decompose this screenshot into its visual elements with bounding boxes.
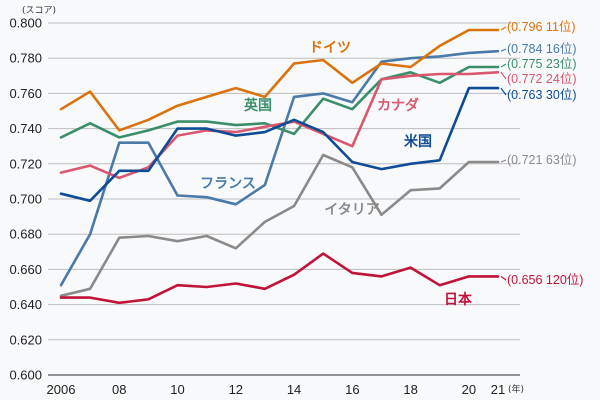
x-tick-label: 2006 (47, 382, 76, 397)
end-label-leader (500, 71, 507, 80)
y-axis-unit-label: (スコア) (22, 6, 56, 16)
y-tick-label: 0.780 (9, 51, 42, 66)
y-tick-label: 0.720 (9, 156, 42, 171)
series-name-label: ドイツ (309, 40, 351, 56)
series-line (59, 49, 500, 287)
series-name-label: イタリア (324, 202, 379, 218)
y-axis-ticks: 0.800 0.780 0.760 0.740 0.720 0.700 0.680 0.660… (9, 16, 42, 383)
y-tick-label: 0.800 (9, 16, 42, 31)
x-tick-label: 12 (229, 382, 243, 397)
series-name-label: 日本 (444, 291, 473, 308)
x-axis-ticks: 2006 08 10 12 14 16 18 20 21 (47, 382, 506, 397)
end-value-label: (0.656 120位) (507, 272, 583, 287)
x-tick-label: 21 (491, 382, 505, 397)
series-name-label: 米国 (404, 133, 432, 150)
y-tick-label: 0.660 (9, 262, 42, 277)
x-tick-label: 16 (345, 382, 359, 397)
series-line (59, 71, 500, 180)
x-tick-label: 20 (462, 382, 476, 397)
x-tick-label: 08 (112, 382, 126, 397)
series-lines (59, 28, 500, 305)
end-label-leader (500, 159, 507, 163)
end-label-leader (500, 26, 507, 31)
end-labels: (0.796 11位) (0.784 16位)(0.775 23位)(0.772 … (500, 19, 583, 287)
y-tick-label: 0.640 (9, 297, 42, 312)
y-tick-label: 0.620 (9, 332, 42, 347)
series-line (59, 153, 500, 298)
end-value-label: (0.775 23位) (507, 56, 576, 71)
series-line (59, 65, 500, 139)
series-line (59, 252, 500, 305)
y-tick-label: 0.740 (9, 121, 42, 136)
end-label-leader (500, 87, 507, 96)
y-tick-label: 0.760 (9, 86, 42, 101)
series-name-label: フランス (200, 176, 256, 192)
gridlines (48, 22, 520, 376)
end-value-label: (0.796 11位) (507, 19, 576, 34)
end-label-leader (500, 275, 507, 281)
series-line (59, 28, 500, 132)
x-tick-label: 14 (287, 382, 301, 397)
y-tick-label: 0.600 (9, 368, 42, 383)
end-value-label: (0.721 63位) (507, 152, 576, 167)
end-value-label: (0.772 24位) (507, 71, 576, 86)
end-value-label: (0.784 16位) (507, 41, 576, 56)
y-tick-label: 0.680 (9, 227, 42, 242)
y-tick-label: 0.700 (9, 192, 42, 207)
x-axis-unit-label: (年) (508, 383, 524, 395)
series-name-label: カナダ (377, 97, 419, 114)
end-label-leader (500, 48, 507, 52)
x-tick-label: 10 (170, 382, 184, 397)
end-label-leader (500, 63, 507, 68)
series-line (59, 86, 500, 203)
end-value-label: (0.763 30位) (507, 87, 576, 102)
x-tick-label: 18 (403, 382, 417, 397)
series-name-label: 英国 (243, 97, 272, 114)
